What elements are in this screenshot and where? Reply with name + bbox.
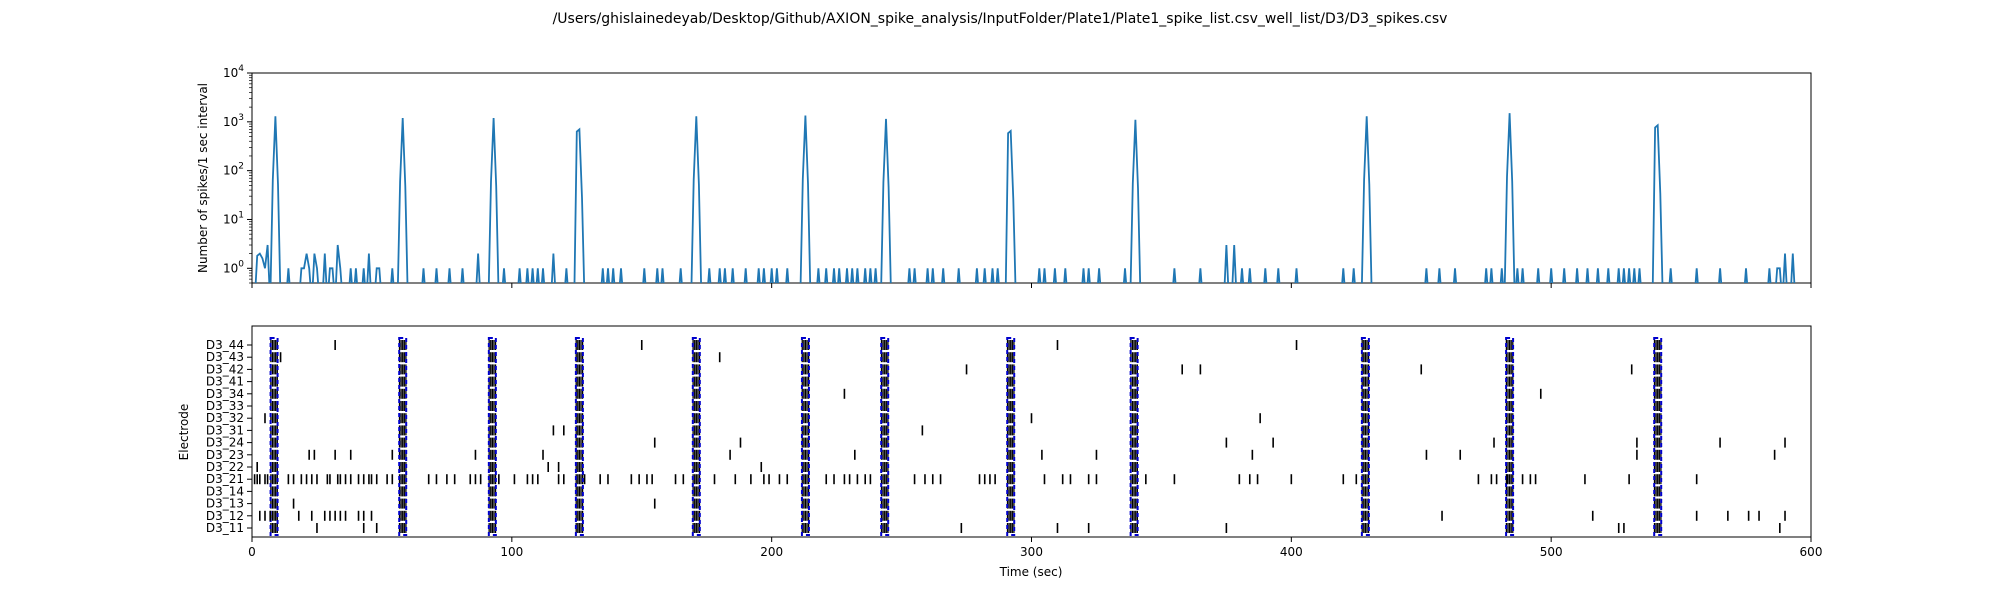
burst-markers — [269, 337, 1663, 536]
electrode-label: D3_41 — [206, 375, 244, 389]
top-y-ticks: 100 101 102 103 104 — [223, 64, 1812, 288]
top-y-tick-label: 100 — [223, 259, 244, 275]
top-y-tick-label: 101 — [223, 210, 244, 226]
top-y-tick-label: 104 — [223, 64, 244, 80]
electrode-label: D3_34 — [206, 387, 244, 401]
electrode-label: D3_31 — [206, 423, 244, 437]
network-burst — [487, 337, 497, 536]
time-tick-label: 100 — [500, 545, 523, 559]
time-tick-label: 0 — [248, 545, 256, 559]
network-burst — [398, 337, 408, 536]
electrode-label: D3_14 — [206, 484, 244, 498]
network-burst — [880, 337, 890, 536]
electrode-label: D3_43 — [206, 350, 244, 364]
network-burst — [574, 337, 584, 536]
bottom-axes-frame — [251, 325, 1812, 538]
electrode-label: D3_44 — [206, 338, 244, 352]
electrode-label: D3_32 — [206, 411, 244, 425]
bottom-y-axis-label: Electrode — [177, 404, 191, 461]
network-burst — [1505, 337, 1515, 536]
electrode-label: D3_12 — [206, 509, 244, 523]
time-tick-label: 500 — [1540, 545, 1563, 559]
electrode-label: D3_13 — [206, 497, 244, 511]
time-tick-label: 600 — [1800, 545, 1823, 559]
electrode-label: D3_24 — [206, 436, 244, 450]
time-tick-label: 200 — [760, 545, 783, 559]
network-burst — [1360, 337, 1370, 536]
spike-count-line — [254, 113, 1796, 283]
network-burst — [1653, 337, 1663, 536]
spike-ticks — [253, 340, 1786, 533]
time-tick-labels: 0 100 200 300 400 500 600 — [248, 537, 1822, 559]
figure-title: /Users/ghislainedeyab/Desktop/Github/AXI… — [553, 11, 1448, 27]
top-axes-frame — [251, 72, 1812, 284]
time-tick-label: 300 — [1020, 545, 1043, 559]
electrode-label: D3_42 — [206, 362, 244, 376]
network-burst — [1129, 337, 1139, 536]
electrode-tick-labels: D3_11D3_12D3_13D3_14D3_21D3_22D3_23D3_24… — [206, 338, 252, 535]
network-burst — [269, 337, 279, 536]
electrode-label: D3_23 — [206, 448, 244, 462]
electrode-label: D3_21 — [206, 472, 244, 486]
bottom-x-axis-label: Time (sec) — [999, 565, 1063, 579]
top-y-axis-label: Number of spikes/1 sec interval — [196, 83, 210, 273]
electrode-label: D3_11 — [206, 521, 244, 535]
network-burst — [800, 337, 810, 536]
raster-panel: D3_11D3_12D3_13D3_14D3_21D3_22D3_23D3_24… — [177, 325, 1822, 579]
network-burst — [1006, 337, 1016, 536]
electrode-label: D3_33 — [206, 399, 244, 413]
spike-count-panel: 100 101 102 103 104 Number of spikes/1 sec i… — [196, 64, 1812, 288]
electrode-label: D3_22 — [206, 460, 244, 474]
network-burst — [691, 337, 701, 536]
time-tick-label: 400 — [1280, 545, 1303, 559]
top-y-tick-label: 102 — [223, 162, 244, 178]
top-y-tick-label: 103 — [223, 113, 244, 129]
